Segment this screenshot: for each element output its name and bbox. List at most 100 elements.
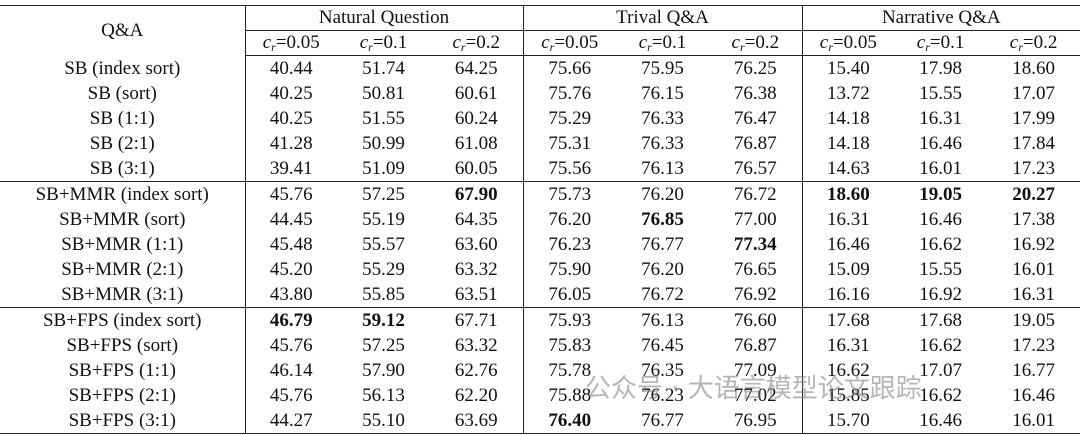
table-row: SB+MMR (index sort) 45.76 57.25 67.90 75.73 7… [0, 181, 1080, 207]
table-row: SB (sort) 40.25 50.81 60.61 75.76 76.15 76.38 1… [0, 81, 1080, 106]
cell: 17.07 [1012, 83, 1055, 104]
cell: 44.45 [269, 209, 313, 230]
cell: 46.79 [245, 307, 337, 333]
row-label: SB+FPS (index sort) [0, 307, 246, 333]
cell: 62.20 [430, 383, 524, 408]
cell: 64.25 [430, 55, 524, 81]
subscript: r [925, 40, 930, 54]
cell: 57.25 [337, 181, 430, 207]
cell: 76.15 [641, 83, 684, 104]
cell: 16.62 [919, 385, 962, 406]
cell: 45.48 [269, 234, 313, 255]
cell: 45.20 [269, 259, 313, 280]
cell: 14.18 [826, 108, 870, 129]
cell: 75.56 [548, 158, 592, 179]
var: c [819, 32, 829, 53]
cell: 17.23 [1012, 335, 1055, 356]
cell: 16.31 [1012, 284, 1055, 305]
cell: 75.31 [548, 133, 592, 154]
cell: 76.33 [641, 108, 684, 129]
cell: 17.99 [1012, 108, 1055, 129]
cell: 16.01 [919, 158, 962, 179]
value: =0.2 [1022, 32, 1058, 53]
cell: 14.63 [826, 158, 870, 179]
table-row: SB+FPS (1:1) 46.14 57.90 62.76 75.78 76.35 77.… [0, 358, 1080, 383]
subscript: r [1018, 40, 1023, 54]
cell: 39.41 [269, 158, 313, 179]
cell: 76.72 [709, 181, 803, 207]
subscript: r [271, 40, 276, 54]
cell: 16.31 [826, 335, 870, 356]
cell: 76.05 [548, 284, 592, 305]
cell: 15.55 [919, 259, 962, 280]
cell: 51.74 [362, 58, 405, 79]
cell: 17.68 [894, 307, 988, 333]
subheader: cr=0.05 [523, 30, 617, 56]
row-label: SB+MMR (index sort) [0, 181, 246, 207]
cell: 77.34 [709, 232, 803, 257]
table-row: SB+MMR (3:1) 43.80 55.85 63.51 76.05 76.72 76.… [0, 282, 1080, 308]
cell: 16.31 [919, 108, 962, 129]
var: c [916, 32, 926, 53]
cell: 76.35 [641, 360, 684, 381]
cell: 16.31 [826, 209, 870, 230]
cell: 77.09 [709, 358, 803, 383]
cell: 16.16 [826, 284, 870, 305]
cell: 16.46 [826, 234, 870, 255]
cell: 76.13 [616, 307, 710, 333]
cell: 76.65 [709, 257, 803, 282]
cell: 45.76 [269, 385, 313, 406]
cell: 77.00 [709, 207, 803, 232]
value: =0.05 [554, 32, 599, 53]
table-row: SB+FPS (sort) 45.76 57.25 63.32 75.83 76.45 76… [0, 333, 1080, 358]
row-label: SB+FPS (3:1) [0, 408, 246, 434]
subheader: cr=0.1 [616, 30, 710, 56]
value: =0.1 [929, 32, 965, 53]
value: =0.1 [651, 32, 687, 53]
cell: 43.80 [269, 284, 313, 305]
cell: 16.46 [1012, 385, 1055, 406]
cell: 67.71 [430, 307, 524, 333]
subheader: cr=0.2 [430, 30, 524, 56]
cell: 19.05 [894, 181, 988, 207]
cell: 57.25 [362, 335, 405, 356]
cell: 51.55 [362, 108, 405, 129]
var: c [452, 32, 461, 53]
cell: 75.76 [548, 83, 592, 104]
row-label: SB (sort) [0, 81, 246, 106]
row-label: SB+FPS (1:1) [0, 358, 246, 383]
cell: 75.88 [548, 385, 592, 406]
cell: 63.69 [430, 408, 524, 434]
subheader: cr=0.05 [802, 30, 895, 56]
cell: 50.99 [362, 133, 405, 154]
cell: 76.20 [641, 259, 684, 280]
subheader: cr=0.2 [987, 30, 1080, 56]
cell: 75.90 [548, 259, 592, 280]
cell: 19.05 [987, 307, 1080, 333]
subscript: r [647, 40, 652, 54]
subscript: r [828, 40, 833, 54]
subscript: r [739, 40, 745, 54]
subscript: r [368, 40, 373, 54]
value: =0.05 [832, 32, 877, 53]
table-row: SB+FPS (3:1) 44.27 55.10 63.69 76.40 76.77 76.… [0, 408, 1080, 434]
cell: 16.01 [987, 408, 1080, 434]
cell: 14.18 [826, 133, 870, 154]
cell: 55.29 [362, 259, 405, 280]
var: c [359, 32, 369, 53]
cell: 75.66 [548, 58, 592, 79]
cell: 46.14 [269, 360, 313, 381]
table-row: SB (2:1) 41.28 50.99 61.08 75.31 76.33 76.87 14… [0, 131, 1080, 156]
cell: 16.62 [919, 335, 962, 356]
row-label: SB+MMR (1:1) [0, 232, 246, 257]
cell: 16.77 [1012, 360, 1055, 381]
cell: 76.87 [709, 131, 803, 156]
cell: 18.60 [802, 181, 895, 207]
cell: 55.19 [362, 209, 405, 230]
cell: 16.46 [919, 209, 962, 230]
var: c [541, 32, 550, 53]
cell: 17.38 [1012, 209, 1055, 230]
cell: 45.76 [245, 181, 337, 207]
cell: 17.68 [802, 307, 895, 333]
